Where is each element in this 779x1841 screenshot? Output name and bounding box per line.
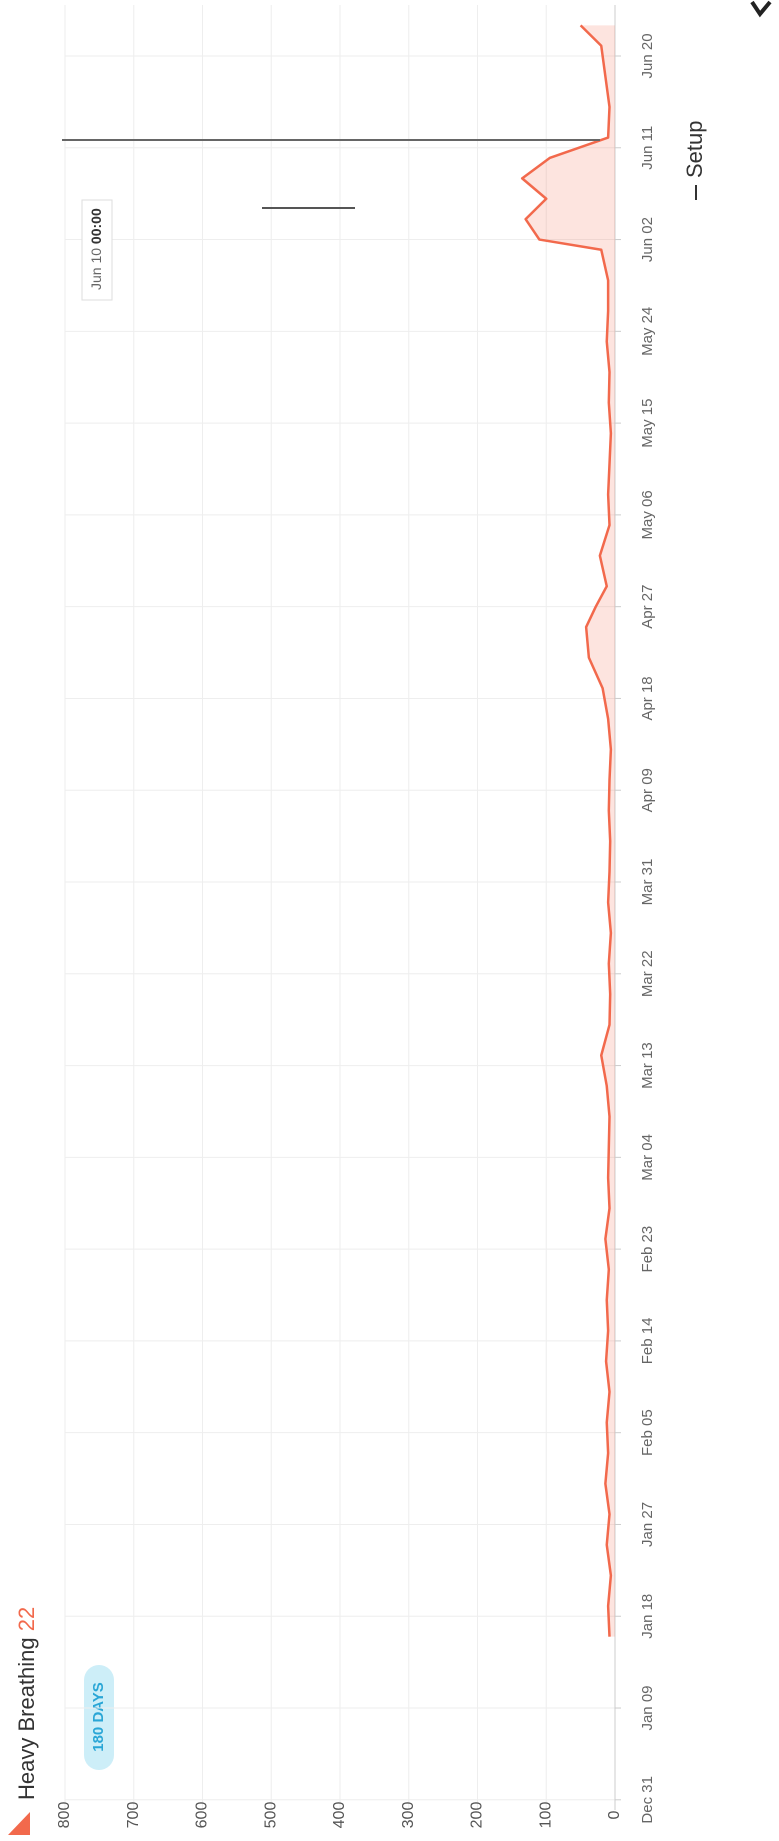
y-tick-label: 700	[125, 1802, 142, 1829]
tooltip-text: Jun 10 00:00	[88, 208, 104, 290]
x-tick-label: Jun 20	[639, 33, 656, 78]
x-tick-label: Mar 13	[639, 1042, 656, 1089]
range-badge[interactable]	[84, 1665, 114, 1770]
y-tick-label: 200	[469, 1802, 486, 1829]
x-tick-label: Feb 14	[639, 1318, 656, 1365]
x-tick-label: Mar 04	[639, 1134, 656, 1181]
chart-title: Heavy Breathing 22	[14, 1607, 39, 1800]
y-tick-label: 600	[194, 1802, 211, 1829]
y-tick-label: 400	[331, 1802, 348, 1829]
setup-link[interactable]: Setup	[682, 121, 707, 179]
tooltip-time: 00:00	[88, 208, 104, 244]
x-tick-label: Mar 31	[639, 859, 656, 906]
y-tick-label: 500	[262, 1802, 279, 1829]
y-tick-label: 0	[606, 1810, 623, 1819]
plot: 0 100 200 300 400 500 600 700 800 Dec 31 Jan 09 Jan…	[56, 5, 656, 1828]
x-tick-label: Dec 31	[639, 1776, 656, 1824]
x-tick-label: May 24	[639, 307, 656, 356]
x-tick-label: Jan 09	[639, 1685, 656, 1730]
tooltip-date: Jun 10	[88, 248, 104, 290]
chevron[interactable]	[750, 0, 772, 18]
x-tick-label: Feb 23	[639, 1226, 656, 1273]
x-tick-label: May 15	[639, 399, 656, 448]
x-tick-label: Jun 11	[639, 126, 656, 170]
title-text: Heavy Breathing	[14, 1637, 39, 1800]
x-tick-label: Apr 27	[639, 585, 656, 629]
x-tick-label: Feb 05	[639, 1409, 656, 1456]
x-tick-label: Apr 09	[639, 768, 656, 812]
title-count: 22	[14, 1607, 39, 1631]
x-tick-label: Apr 18	[639, 676, 656, 720]
tooltip	[81, 199, 113, 301]
area-fill	[522, 25, 615, 1637]
y-tick-label: 800	[56, 1802, 73, 1829]
line	[520, 24, 613, 1637]
x-tick-label: Jun 02	[639, 217, 656, 262]
app-icon	[8, 1812, 30, 1835]
y-tick-label: 100	[537, 1802, 554, 1829]
x-tick-label: Mar 22	[639, 950, 656, 997]
x-tick-label: Jan 27	[639, 1502, 656, 1547]
x-tick-label: Jan 18	[639, 1594, 656, 1639]
range-badge-label[interactable]: 180 DAYS	[90, 1682, 107, 1752]
y-tick-label: 300	[400, 1802, 417, 1829]
x-tick-label: May 06	[639, 490, 656, 539]
